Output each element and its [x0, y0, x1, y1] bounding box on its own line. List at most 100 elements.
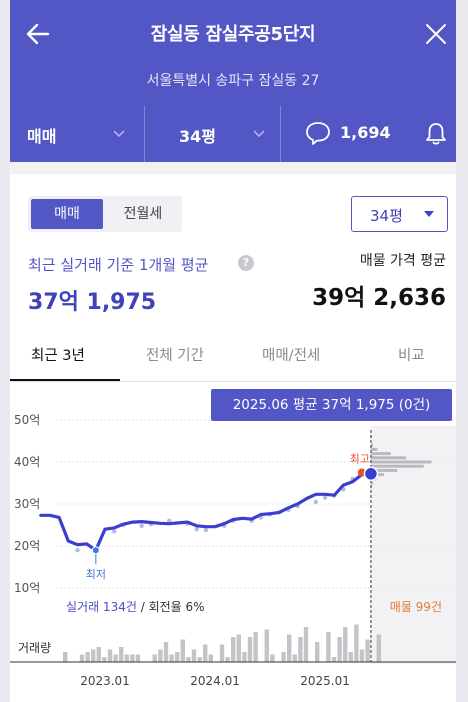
volume-bar	[130, 654, 135, 662]
low-point	[91, 546, 100, 555]
volume-bar	[163, 642, 169, 662]
filter-bar: 매매 34평 1,694	[10, 106, 456, 162]
volume-bar	[270, 654, 275, 662]
volume-bar	[354, 624, 359, 662]
volume-bar	[85, 652, 90, 662]
volume-bar	[152, 654, 157, 662]
volume-bar	[281, 652, 286, 662]
volume-bar	[337, 637, 342, 662]
price-line	[39, 472, 373, 552]
volume-bar	[180, 639, 185, 662]
listing-bar	[370, 435, 373, 439]
volume-bar	[191, 649, 197, 662]
y-tick-label: 10억	[14, 581, 40, 595]
toggle-sale[interactable]: 매매	[31, 199, 103, 229]
tab-all-period[interactable]: 전체 기간	[146, 348, 204, 364]
volume-bar	[376, 634, 381, 662]
volume-bar	[359, 649, 365, 662]
chevron-down-icon	[113, 130, 125, 138]
comment-count: 1,694	[340, 123, 391, 142]
y-tick-label: 50억	[14, 413, 40, 427]
listing-bar	[370, 464, 424, 468]
volume-bar	[135, 654, 141, 662]
listing-bar	[370, 485, 373, 489]
period-tabs: 최근 3년 전체 기간 매매/전세 비교	[10, 330, 456, 382]
trade-dot	[166, 518, 172, 523]
volume-bar	[197, 657, 202, 662]
volume-bar	[169, 654, 174, 662]
comments-button[interactable]: 1,694	[300, 106, 410, 162]
y-tick-label: 40억	[14, 455, 40, 469]
area-label: 34평	[179, 127, 216, 146]
area-dropdown[interactable]: 34평	[351, 196, 448, 232]
tab-compare[interactable]: 비교	[398, 348, 425, 364]
current-point	[363, 466, 379, 482]
caret-down-icon	[424, 211, 434, 217]
close-icon[interactable]	[424, 22, 448, 46]
listing-bar	[370, 443, 374, 447]
x-tick-label: 2024.01	[190, 674, 240, 688]
asking-average-value: 39억 2,636	[312, 285, 446, 311]
volume-bar	[315, 642, 320, 662]
trade-dot	[203, 527, 209, 533]
trade-stats: 실거래 134건 / 회전율 6%	[66, 598, 205, 615]
tab-sale-vs-rent[interactable]: 매매/전세	[262, 348, 321, 364]
volume-bar	[96, 647, 101, 662]
low-label: 최저	[86, 568, 106, 581]
complex-address: 서울특별시 송파구 잠실동 27	[146, 73, 320, 89]
y-tick-label: 30억	[14, 497, 40, 511]
volume-bar	[91, 649, 96, 662]
area-selector[interactable]: 34평	[145, 106, 280, 162]
high-label: 최고	[350, 453, 370, 466]
turnover-rate: 회전율 6%	[148, 600, 205, 614]
volume-bar	[158, 649, 163, 662]
volume-bar	[253, 632, 258, 662]
volume-bar	[365, 639, 370, 662]
volume-bar	[326, 632, 331, 662]
toggle-rent[interactable]: 전월세	[123, 206, 163, 222]
help-icon[interactable]: ?	[238, 255, 254, 271]
volume-bar	[231, 637, 236, 662]
deal-type-selector[interactable]: 매매	[10, 106, 144, 162]
listing-count: 매물 99건	[389, 600, 442, 614]
app-frame: 잠실동 잠실주공5단지 서울특별시 송파구 잠실동 27 매매 34평 1,69…	[10, 0, 456, 702]
volume-bar	[331, 657, 337, 662]
volume-bar	[79, 654, 85, 662]
divider	[280, 106, 281, 162]
volume-bar	[203, 644, 208, 662]
trade-dot	[75, 548, 80, 553]
recent-average-value: 37억 1,975	[28, 290, 157, 315]
volume-bar	[292, 654, 297, 662]
price-chart[interactable]: 50억 40억 30억 20억 10억 최저 최고 2023.01 2024.01 2025.01	[10, 384, 456, 702]
volume-bar	[186, 657, 191, 662]
listing-bar	[370, 452, 391, 456]
volume-bar	[119, 647, 124, 662]
volume-label: 거래량	[18, 641, 52, 655]
volume-bar	[242, 652, 247, 662]
volume-bar	[175, 652, 180, 662]
recent-average-label: 최근 실거래 기준 1개월 평균	[28, 256, 209, 274]
volume-bar	[107, 649, 113, 662]
listing-bar	[370, 456, 407, 460]
bell-icon[interactable]	[422, 120, 450, 148]
tab-recent-3y[interactable]: 최근 3년	[31, 348, 85, 364]
stat-separator: /	[136, 600, 149, 614]
volume-bar	[343, 627, 348, 662]
back-arrow-icon[interactable]	[24, 20, 52, 48]
volume-bar	[208, 654, 213, 662]
volume-bar	[63, 652, 68, 662]
trade-dot	[194, 527, 199, 532]
listing-bar	[370, 447, 378, 451]
active-tab-indicator	[10, 379, 120, 381]
divider	[144, 106, 145, 162]
chart-tooltip: 2025.06 평균 37억 1,975 (0건)	[211, 389, 452, 421]
volume-bar	[113, 654, 118, 662]
volume-bar	[124, 654, 129, 662]
deal-toggle: 매매 전월세	[28, 196, 182, 232]
volume-bar	[287, 634, 292, 662]
x-tick-label: 2023.01	[80, 674, 130, 688]
trade-dot	[322, 495, 328, 500]
chevron-down-icon	[253, 130, 265, 138]
volume-bar	[348, 652, 353, 662]
volume-bar	[236, 634, 241, 662]
